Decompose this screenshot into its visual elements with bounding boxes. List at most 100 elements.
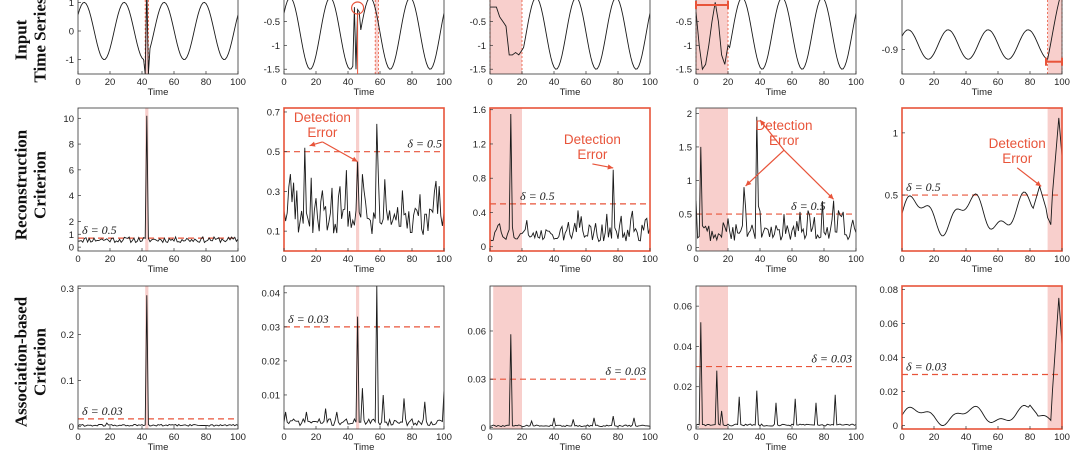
series-line (284, 123, 444, 235)
x-axis-label: Time (560, 442, 581, 453)
y-tick-label: 0.01 (262, 390, 281, 401)
x-tick-label: 0 (281, 432, 286, 443)
chart-panel-r2-c3: δ = 0.03 0 20 40 60 80 100 Time 0 0.02 0.04 0.06 (674, 285, 864, 453)
row-label: Association-based Criterion (12, 296, 50, 427)
y-tick-label: 0.4 (473, 208, 486, 219)
anomaly-band (699, 286, 728, 429)
row-label-line: Association-based (12, 296, 31, 427)
x-tick-label: 100 (436, 77, 452, 88)
plot-frame (901, 107, 1063, 252)
x-tick-label: 0 (75, 432, 80, 443)
plot-frame (489, 285, 651, 430)
y-tick-label: -1.5 (470, 65, 486, 76)
y-tick-label: 0.8 (473, 174, 486, 185)
chart-panel-r0-c4: 0 20 40 60 80 100 Time -0.9 (882, 0, 1070, 98)
arrow-head (351, 156, 358, 162)
annotation-text: Detection (564, 132, 621, 147)
anomaly-band (696, 0, 728, 74)
y-tick-label: 0.04 (880, 353, 899, 364)
x-tick-label: 60 (993, 432, 1004, 443)
y-tick-label: -1.5 (264, 65, 280, 76)
x-tick-label: 0 (693, 432, 698, 443)
x-tick-label: 60 (787, 432, 798, 443)
x-tick-label: 60 (993, 77, 1004, 88)
x-tick-label: 80 (407, 432, 418, 443)
y-tick-label: -0.5 (676, 17, 692, 28)
anomaly-band (375, 0, 379, 74)
chart-panel-r2-c4: δ = 0.03 0 20 40 60 80 100 Time 0 0.02 0.04 0.06 0.0… (880, 285, 1070, 453)
x-tick-label: 0 (281, 77, 286, 88)
y-tick-label: 1.6 (473, 105, 486, 116)
x-tick-label: 100 (230, 254, 246, 265)
arrow-head (827, 193, 834, 200)
y-tick-label: -1 (478, 41, 486, 52)
x-tick-label: 40 (137, 254, 148, 265)
y-tick-label: 1 (69, 230, 74, 241)
chart-panel-r1-c4: δ = 0.5 0 20 40 60 80 100 Time 0.5 1 DetectionErro… (885, 107, 1070, 275)
row-label-line: Criterion (31, 327, 50, 396)
y-tick-label: 10 (63, 114, 74, 125)
arrow-head (309, 141, 316, 147)
x-tick-label: 100 (1054, 254, 1070, 265)
x-tick-label: 40 (961, 432, 972, 443)
plot-frame (695, 107, 857, 252)
y-tick-label: 1 (893, 128, 898, 139)
threshold-label: δ = 0.5 (82, 223, 117, 237)
x-tick-label: 20 (517, 77, 528, 88)
x-tick-label: 0 (487, 432, 492, 443)
x-tick-label: 40 (343, 432, 354, 443)
anomaly-band (145, 286, 149, 429)
y-tick-label: 4 (69, 191, 74, 202)
x-tick-label: 20 (929, 432, 940, 443)
y-tick-label: 0.02 (674, 382, 693, 393)
y-tick-label: 0.03 (262, 322, 281, 333)
y-tick-label: -1 (272, 41, 280, 52)
x-tick-label: 80 (201, 432, 212, 443)
x-tick-label: 0 (899, 254, 904, 265)
y-tick-label: 0.1 (267, 227, 280, 238)
x-tick-label: 40 (137, 77, 148, 88)
x-tick-label: 20 (311, 432, 322, 443)
x-axis-label: Time (354, 442, 375, 453)
anomaly-band (145, 0, 149, 74)
threshold-label: δ = 0.5 (520, 189, 555, 203)
x-tick-label: 100 (436, 432, 452, 443)
x-tick-label: 60 (375, 254, 386, 265)
y-tick-label: 0 (893, 421, 898, 432)
threshold-label: δ = 0.5 (906, 180, 941, 194)
y-tick-label: 0 (69, 27, 74, 38)
anomaly-band (356, 108, 360, 251)
chart-panel-r2-c1: δ = 0.03 0 20 40 60 80 100 Time 0.01 0.02 0.03 0.04 (262, 285, 452, 453)
plot-frame (77, 0, 239, 75)
y-tick-label: 0.5 (679, 210, 692, 221)
x-tick-label: 100 (848, 77, 864, 88)
x-axis-label: Time (560, 264, 581, 275)
x-axis-label: Time (766, 264, 787, 275)
y-tick-label: 0.02 (880, 387, 899, 398)
y-tick-label: 1 (69, 0, 74, 9)
y-tick-label: 0.06 (880, 319, 899, 330)
arrow-head (760, 120, 766, 126)
x-tick-label: 100 (230, 77, 246, 88)
y-tick-label: -0.5 (264, 17, 280, 28)
series-line (696, 322, 856, 427)
x-tick-label: 0 (75, 77, 80, 88)
x-tick-label: 60 (169, 77, 180, 88)
series-line (284, 286, 444, 427)
arrow-head (1035, 180, 1042, 187)
anomaly-band (356, 286, 360, 429)
x-tick-label: 0 (899, 432, 904, 443)
annotation-text: Error (769, 133, 800, 148)
y-tick-label: 0.5 (885, 191, 898, 202)
series-line (696, 0, 856, 71)
x-axis-label: Time (560, 87, 581, 98)
threshold-label: δ = 0.03 (906, 360, 947, 374)
annotation-arrow (745, 149, 785, 187)
x-tick-label: 100 (642, 432, 658, 443)
x-tick-label: 20 (929, 254, 940, 265)
x-tick-label: 20 (723, 432, 734, 443)
x-tick-label: 0 (75, 254, 80, 265)
plot-frame (77, 107, 239, 252)
plot-frame (901, 0, 1063, 75)
